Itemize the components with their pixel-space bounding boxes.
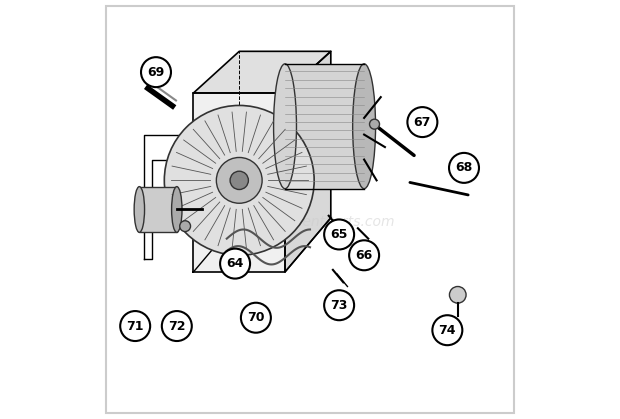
Text: eReplacementParts.com: eReplacementParts.com xyxy=(225,215,395,229)
Text: 74: 74 xyxy=(438,324,456,337)
Circle shape xyxy=(432,315,463,345)
Polygon shape xyxy=(285,64,364,189)
Text: 68: 68 xyxy=(455,161,472,174)
Text: 65: 65 xyxy=(330,228,348,241)
Ellipse shape xyxy=(134,186,144,233)
Circle shape xyxy=(164,106,314,255)
Text: 66: 66 xyxy=(355,249,373,262)
Circle shape xyxy=(449,153,479,183)
Circle shape xyxy=(324,220,354,249)
Text: 67: 67 xyxy=(414,116,431,129)
Circle shape xyxy=(162,311,192,341)
Text: 71: 71 xyxy=(126,320,144,333)
Polygon shape xyxy=(285,52,331,272)
Circle shape xyxy=(220,248,250,279)
Text: 69: 69 xyxy=(148,66,165,79)
Polygon shape xyxy=(193,52,331,93)
Circle shape xyxy=(450,287,466,303)
Ellipse shape xyxy=(273,64,296,189)
Polygon shape xyxy=(140,186,177,233)
Ellipse shape xyxy=(172,186,182,233)
Circle shape xyxy=(407,107,437,137)
Circle shape xyxy=(349,241,379,270)
Text: 70: 70 xyxy=(247,311,265,324)
Ellipse shape xyxy=(353,64,376,189)
Circle shape xyxy=(370,119,379,129)
Circle shape xyxy=(241,303,271,333)
Text: 73: 73 xyxy=(330,299,348,312)
Circle shape xyxy=(230,171,249,189)
Polygon shape xyxy=(193,93,285,272)
Text: 72: 72 xyxy=(168,320,185,333)
Circle shape xyxy=(216,158,262,203)
Circle shape xyxy=(324,290,354,320)
Circle shape xyxy=(120,311,150,341)
Circle shape xyxy=(141,57,171,87)
Text: 64: 64 xyxy=(226,257,244,270)
Circle shape xyxy=(180,221,190,232)
